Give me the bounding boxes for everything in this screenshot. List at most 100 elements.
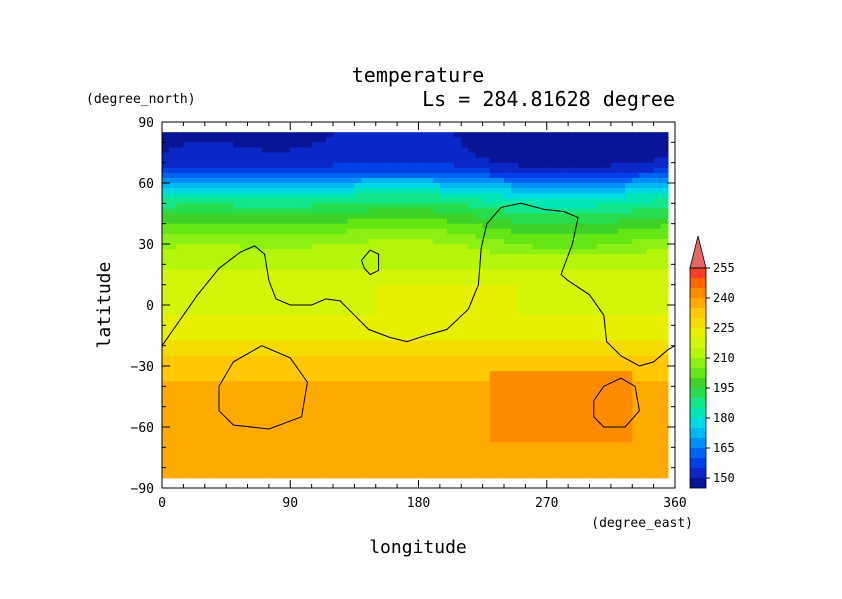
heat-cell xyxy=(276,406,284,413)
heat-cell xyxy=(525,371,534,377)
heat-cell xyxy=(226,371,234,377)
heat-cell xyxy=(482,259,491,265)
heat-cell xyxy=(482,467,491,474)
heat-cell xyxy=(454,259,462,265)
heat-cell xyxy=(219,208,227,215)
heat-cell xyxy=(511,427,519,433)
heat-cell xyxy=(268,167,277,174)
heat-cell xyxy=(475,254,484,260)
heat-cell xyxy=(211,315,220,321)
heat-cell xyxy=(361,142,370,149)
heat-cell xyxy=(304,244,313,250)
heat-cell xyxy=(432,305,441,311)
heat-cell xyxy=(625,350,633,357)
heat-cell xyxy=(425,315,434,321)
heat-cell xyxy=(582,447,591,454)
heat-cell xyxy=(532,462,541,469)
heat-cell xyxy=(247,330,256,337)
heat-cell xyxy=(382,396,391,403)
heat-cell xyxy=(625,437,633,443)
heat-cell xyxy=(219,406,227,413)
heat-cell xyxy=(653,274,662,281)
heat-cell xyxy=(418,360,427,367)
heat-cell xyxy=(568,274,576,281)
heat-cell xyxy=(382,401,391,408)
heat-cell xyxy=(283,188,291,194)
heat-cell xyxy=(404,142,412,149)
heat-cell xyxy=(653,401,662,408)
heat-cell xyxy=(318,355,327,362)
heat-cell xyxy=(276,203,284,210)
heat-cell xyxy=(504,198,512,204)
heat-cell xyxy=(375,345,384,352)
heat-cell xyxy=(411,218,420,225)
heat-cell xyxy=(169,315,177,321)
heat-cell xyxy=(333,381,341,387)
heat-cell xyxy=(340,188,348,194)
heat-cell xyxy=(418,132,427,138)
heat-cell xyxy=(461,264,469,271)
heat-cell xyxy=(325,294,334,301)
heat-cell xyxy=(575,289,583,296)
heat-cell xyxy=(632,472,640,479)
heat-cell xyxy=(568,249,576,255)
heat-cell xyxy=(197,157,206,164)
heat-cell xyxy=(382,183,391,189)
heat-cell xyxy=(304,447,313,454)
heat-cell xyxy=(447,360,455,367)
heat-cell xyxy=(276,142,284,149)
heat-cell xyxy=(582,437,591,443)
heat-cell xyxy=(368,198,377,204)
heat-cell xyxy=(197,233,206,240)
heat-cell xyxy=(211,371,220,377)
heat-cell xyxy=(618,442,626,448)
heat-cell xyxy=(660,238,669,245)
heat-cell xyxy=(454,274,462,281)
heat-cell xyxy=(226,467,234,474)
heat-cell xyxy=(169,238,177,245)
heat-cell xyxy=(254,213,263,220)
heat-cell xyxy=(439,254,448,260)
heat-cell xyxy=(568,279,576,286)
heat-cell xyxy=(375,254,384,260)
heat-cell xyxy=(340,330,348,337)
heat-cell xyxy=(553,193,562,199)
heat-cell xyxy=(268,188,277,194)
heat-cell xyxy=(290,299,298,306)
heat-cell xyxy=(553,238,562,245)
heat-cell xyxy=(425,208,434,215)
heat-cell xyxy=(368,208,377,215)
heat-cell xyxy=(382,340,391,347)
heat-cell xyxy=(418,213,427,220)
heat-cell xyxy=(368,299,377,306)
heat-cell xyxy=(660,467,669,474)
heat-cell xyxy=(418,472,427,479)
heat-cell xyxy=(340,310,348,316)
heat-cell xyxy=(297,198,306,204)
y-tick-label: 60 xyxy=(138,177,154,192)
heat-cell xyxy=(176,340,184,347)
heat-cell xyxy=(311,421,320,428)
heat-cell xyxy=(304,152,313,159)
heat-cell xyxy=(340,203,348,210)
heat-cell xyxy=(539,218,548,225)
heat-cell xyxy=(333,457,341,464)
heat-cell xyxy=(504,340,512,347)
heat-cell xyxy=(632,355,640,362)
heat-cell xyxy=(411,320,420,326)
heat-cell xyxy=(204,249,213,255)
heat-cell xyxy=(639,467,648,474)
heat-cell xyxy=(475,376,484,382)
heat-cell xyxy=(482,274,491,281)
heat-cell xyxy=(297,188,306,194)
heat-cell xyxy=(518,421,526,428)
heat-cell xyxy=(589,274,598,281)
heat-cell xyxy=(311,259,320,265)
heat-cell xyxy=(340,172,348,179)
heat-cell xyxy=(261,188,270,194)
heat-cell xyxy=(211,381,220,387)
heat-cell xyxy=(226,442,234,448)
heat-cell xyxy=(297,442,306,448)
heat-cell xyxy=(240,371,249,377)
heat-cell xyxy=(190,330,199,337)
